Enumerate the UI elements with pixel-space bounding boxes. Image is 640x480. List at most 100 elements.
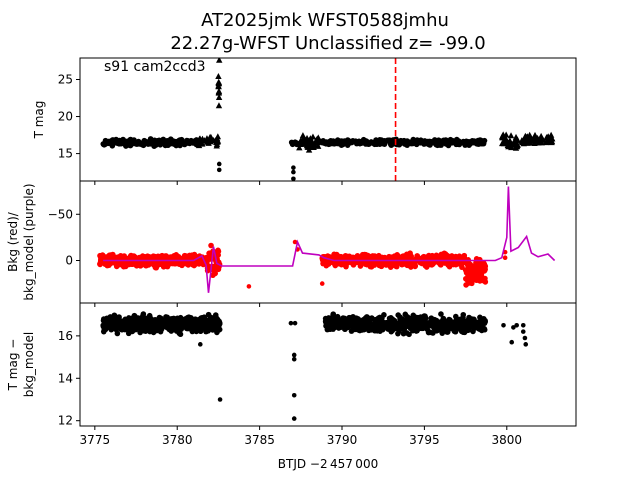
data-point bbox=[502, 131, 510, 138]
y-axis-label: T mag bbox=[32, 101, 46, 140]
data-point bbox=[193, 323, 200, 330]
data-point bbox=[172, 321, 178, 328]
data-point bbox=[161, 262, 168, 269]
y-tick-label: 20 bbox=[58, 110, 73, 124]
outlier-point bbox=[509, 339, 515, 345]
data-point bbox=[128, 326, 134, 333]
data-point bbox=[439, 330, 446, 336]
data-point bbox=[441, 138, 447, 145]
data-point bbox=[481, 268, 488, 274]
outlier-point bbox=[292, 239, 298, 245]
data-point bbox=[408, 315, 415, 322]
data-point bbox=[137, 261, 143, 268]
data-point bbox=[304, 143, 312, 150]
data-point bbox=[476, 256, 483, 263]
data-point bbox=[507, 132, 515, 139]
data-point bbox=[137, 317, 144, 323]
series-2 bbox=[322, 311, 488, 338]
data-point bbox=[456, 324, 463, 330]
panel-1: 15 20 25 T mag bbox=[32, 57, 577, 185]
data-point bbox=[215, 102, 223, 109]
data-point bbox=[433, 327, 440, 334]
outlier-point bbox=[291, 176, 296, 181]
data-point bbox=[367, 140, 373, 147]
data-point bbox=[422, 313, 428, 320]
data-point bbox=[312, 142, 319, 149]
data-point bbox=[436, 260, 442, 266]
data-point bbox=[116, 140, 123, 147]
sector-annotation: s91 cam2ccd3 bbox=[104, 59, 206, 75]
y-tick-label: 15 bbox=[58, 147, 73, 161]
outlier-point bbox=[511, 325, 516, 330]
data-point bbox=[513, 136, 520, 143]
series-4 bbox=[462, 256, 489, 288]
outlier-point bbox=[523, 342, 529, 347]
data-point bbox=[455, 140, 462, 147]
data-point bbox=[468, 280, 475, 287]
data-point bbox=[210, 318, 216, 325]
y-tick-label: 14 bbox=[58, 371, 73, 385]
data-point bbox=[367, 261, 373, 268]
data-point bbox=[414, 323, 421, 329]
data-point bbox=[473, 271, 479, 278]
outlier-point bbox=[216, 161, 222, 167]
data-point bbox=[213, 323, 220, 330]
data-point bbox=[379, 256, 386, 263]
panel-2: 0 −50 Bkg (red)/bkg_model (purple) bbox=[6, 180, 577, 307]
data-point bbox=[189, 327, 196, 334]
data-point bbox=[335, 317, 341, 323]
data-point bbox=[372, 327, 379, 334]
data-point bbox=[190, 140, 197, 146]
data-point bbox=[449, 253, 455, 259]
data-point bbox=[191, 319, 198, 325]
data-point bbox=[371, 262, 378, 268]
data-point bbox=[214, 329, 220, 336]
data-point bbox=[108, 326, 115, 333]
data-point bbox=[466, 270, 472, 277]
data-point bbox=[423, 324, 429, 330]
data-point bbox=[438, 311, 444, 317]
data-point bbox=[482, 279, 489, 285]
data-point bbox=[388, 315, 394, 321]
data-point bbox=[433, 141, 440, 148]
data-point bbox=[361, 317, 368, 324]
data-point bbox=[296, 144, 303, 151]
data-point bbox=[428, 320, 435, 326]
x-tick-label: 3775 bbox=[80, 433, 111, 447]
plot-area bbox=[100, 311, 529, 421]
data-point bbox=[207, 135, 215, 142]
data-point bbox=[120, 263, 127, 270]
data-point bbox=[358, 140, 365, 146]
data-point bbox=[357, 263, 364, 269]
data-point bbox=[400, 253, 406, 260]
y-tick-label: 0 bbox=[65, 253, 73, 267]
data-point bbox=[212, 270, 218, 277]
data-point bbox=[543, 134, 551, 141]
data-point bbox=[187, 319, 194, 325]
outlier-point bbox=[292, 320, 298, 326]
data-point bbox=[156, 314, 163, 321]
data-point bbox=[348, 317, 355, 324]
data-point bbox=[367, 324, 374, 331]
data-point bbox=[176, 137, 182, 144]
data-point bbox=[182, 260, 189, 267]
outlier-point bbox=[501, 322, 506, 328]
data-point bbox=[419, 255, 425, 261]
data-point bbox=[215, 266, 222, 273]
data-point bbox=[197, 321, 204, 328]
chart-title-line1: AT2025jmk WFST0588jmhu bbox=[201, 10, 449, 31]
data-point bbox=[215, 79, 222, 86]
data-point bbox=[206, 254, 213, 261]
data-point bbox=[407, 323, 414, 329]
data-point bbox=[199, 136, 206, 143]
data-point bbox=[376, 316, 382, 322]
plot-area bbox=[97, 186, 556, 293]
data-point bbox=[381, 138, 388, 144]
data-point bbox=[462, 323, 468, 329]
data-point bbox=[178, 320, 184, 327]
data-point bbox=[196, 316, 202, 323]
data-point bbox=[197, 325, 204, 332]
data-point bbox=[202, 326, 208, 332]
data-point bbox=[524, 138, 531, 145]
data-point bbox=[372, 322, 379, 328]
